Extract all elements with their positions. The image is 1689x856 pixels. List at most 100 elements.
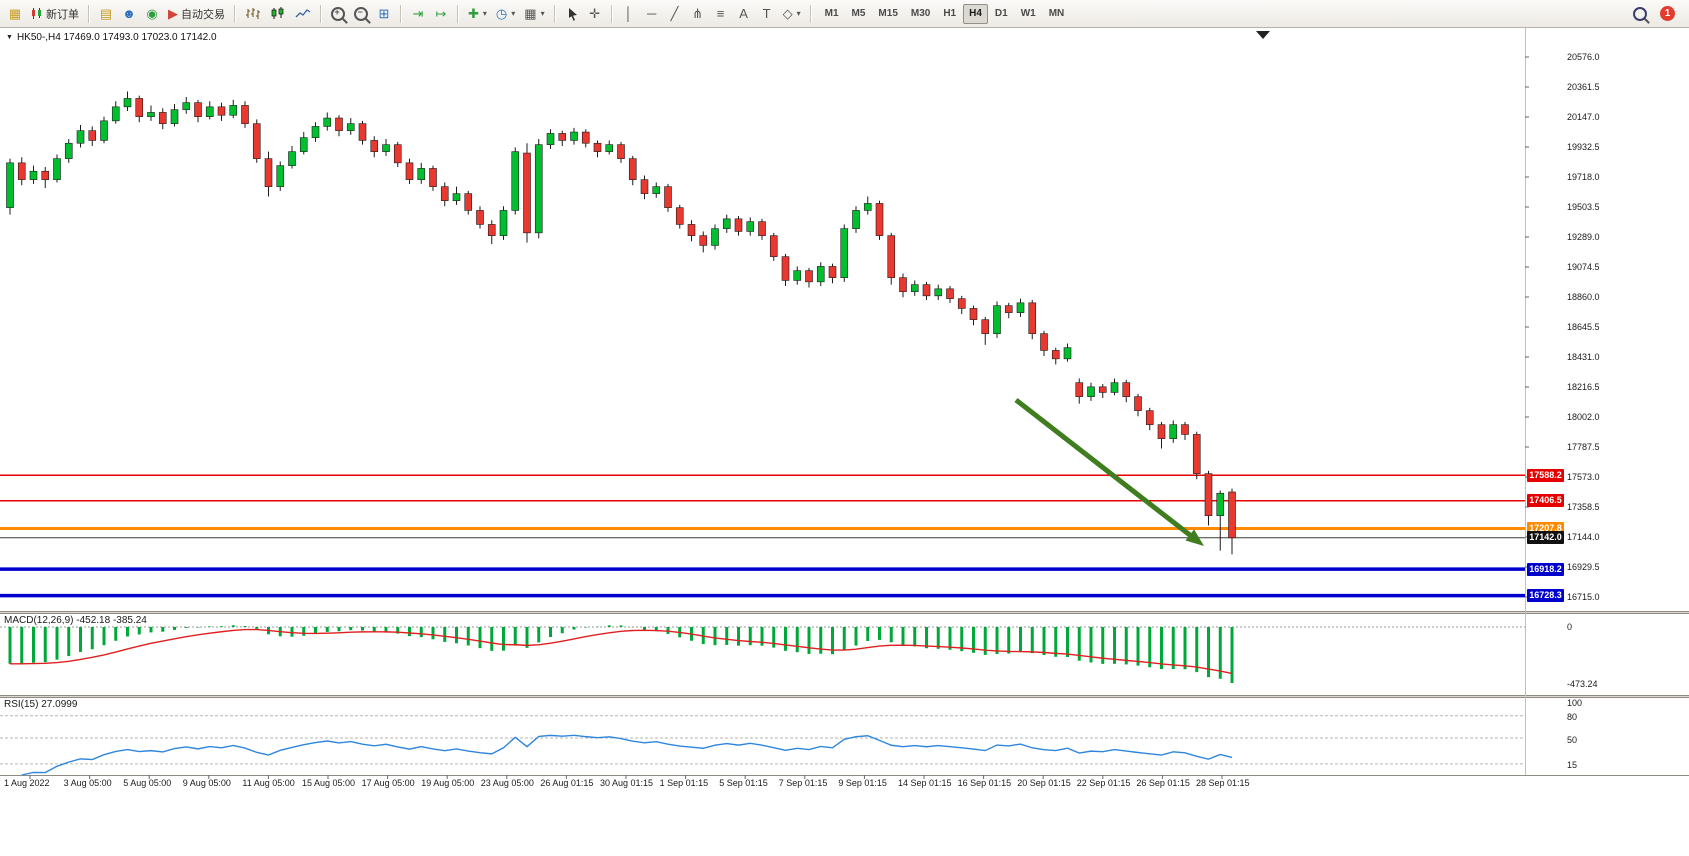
price-axis-label: 18860.0 (1567, 292, 1600, 302)
bar-chart-icon (246, 8, 260, 19)
profile-icon: ☻ (122, 6, 136, 21)
time-axis-label: 16 Sep 01:15 (957, 778, 1012, 788)
signal-button[interactable]: ◉ (141, 3, 163, 25)
bar-chart-button[interactable] (241, 3, 265, 25)
rsi-axis-label: 15 (1567, 760, 1578, 770)
zoom-in-button[interactable]: + (327, 3, 349, 25)
timeframe-button-m30[interactable]: M30 (905, 4, 936, 24)
price-axis-label: 17144.0 (1567, 532, 1600, 542)
price-line-tag: 17588.2 (1527, 468, 1564, 482)
zoom-out-button[interactable]: − (350, 3, 372, 25)
time-axis-label: 30 Aug 01:15 (600, 778, 654, 788)
search-icon (1633, 6, 1647, 21)
auto-scroll-button[interactable]: ⇥ (407, 3, 429, 25)
new-order-label: 新订单 (46, 8, 79, 21)
candle-chart-button[interactable] (266, 3, 290, 25)
text-icon: A (739, 6, 748, 21)
rsi-axis-label: 80 (1567, 712, 1578, 722)
shapes-button[interactable]: ◇ ▾ (779, 3, 805, 25)
autotrade-button[interactable]: ▶ 自动交易 (164, 3, 229, 25)
timeframe-button-mn[interactable]: MN (1043, 4, 1071, 24)
favorites-button[interactable]: ▤ (95, 3, 117, 25)
toolbar-separator (234, 4, 236, 23)
price-line-tag: 17142.0 (1527, 531, 1564, 545)
price-axis-label: 18216.5 (1567, 382, 1600, 392)
chart-symbol-ohlc: ▼ HK50-,H4 17469.0 17493.0 17023.0 17142… (6, 32, 217, 43)
price-axis[interactable]: 20576.0 20361.5 20147.0 19932.5 19718.0 19503… (1525, 28, 1689, 792)
crosshair-button[interactable]: ✛ (584, 3, 606, 25)
price-axis-label: 20361.5 (1567, 82, 1600, 92)
chevron-down-icon: ▾ (511, 9, 516, 18)
chart-shift-button[interactable]: ↦ (430, 3, 452, 25)
toolbar-separator (610, 4, 613, 23)
time-axis-label: 15 Aug 05:00 (302, 778, 356, 788)
horizontal-line-button[interactable]: ─ (641, 3, 663, 25)
price-axis-label: 17358.5 (1567, 502, 1600, 512)
cursor-icon (568, 7, 577, 21)
zoom-in-icon: + (331, 6, 345, 21)
timeframe-button-d1[interactable]: D1 (989, 4, 1014, 24)
shapes-icon: ◇ (782, 6, 793, 21)
chart-shift-icon: ↦ (435, 6, 447, 21)
price-axis-label: 17573.0 (1567, 472, 1600, 482)
text-label-button[interactable]: T (756, 3, 778, 25)
price-axis-label: 18431.0 (1567, 352, 1600, 362)
price-axis-label: 19932.5 (1567, 142, 1600, 152)
template-icon: ▦ (524, 6, 537, 21)
autotrade-icon: ▶ (168, 6, 178, 21)
tile-windows-button[interactable]: ⊞ (373, 3, 395, 25)
time-axis-label: 1 Sep 01:15 (659, 778, 709, 788)
channel-button[interactable]: ⋔ (687, 3, 709, 25)
autotrade-label: 自动交易 (181, 8, 225, 21)
notification-badge[interactable]: 1 (1660, 6, 1675, 21)
price-axis-label: 20576.0 (1567, 52, 1600, 62)
time-axis-label: 28 Sep 01:15 (1196, 778, 1250, 788)
time-axis[interactable]: 1 Aug 2022 3 Aug 05:00 5 Aug 05:00 9 Aug 05… (0, 776, 1689, 794)
time-axis-label: 11 Aug 05:00 (242, 778, 295, 788)
cursor-button[interactable] (561, 3, 583, 25)
timeframe-button-m1[interactable]: M1 (819, 4, 845, 24)
profile-button[interactable]: ☻ (118, 3, 140, 25)
periods-button[interactable]: ◷ ▾ (492, 3, 519, 25)
new-order-button[interactable]: 新订单 (27, 3, 83, 25)
clock-icon: ◷ (495, 6, 508, 21)
toolbar-separator (457, 4, 459, 23)
templates-button[interactable]: ▦ ▾ (520, 3, 548, 25)
trendline-button[interactable]: ╱ (664, 3, 686, 25)
candle-chart-icon (271, 7, 284, 19)
search-button[interactable] (1629, 3, 1651, 25)
timeframe-button-w1[interactable]: W1 (1015, 4, 1042, 24)
price-chart-canvas[interactable] (0, 28, 1689, 792)
line-chart-button[interactable] (291, 3, 315, 25)
symbol-ohlc-text: HK50-,H4 17469.0 17493.0 17023.0 17142.0 (16, 32, 217, 43)
favorites-icon: ▤ (99, 6, 113, 21)
time-axis-label: 26 Sep 01:15 (1136, 778, 1190, 788)
price-axis-label: 19074.5 (1567, 262, 1600, 272)
timeframe-button-m15[interactable]: M15 (872, 4, 903, 24)
time-axis-label: 5 Aug 05:00 (123, 778, 172, 788)
timeframe-button-h1[interactable]: H1 (937, 4, 962, 24)
chevron-down-icon: ▾ (796, 9, 801, 18)
time-axis-label: 26 Aug 01:15 (540, 778, 594, 788)
auto-scroll-icon: ⇥ (412, 6, 424, 21)
macd-axis-label: -473.24 (1567, 679, 1598, 689)
time-axis-label: 3 Aug 05:00 (63, 778, 112, 788)
indicators-button[interactable]: ✚ ▾ (464, 3, 491, 25)
trendline-icon: ╱ (670, 6, 679, 21)
time-axis-label: 17 Aug 05:00 (361, 778, 415, 788)
vertical-line-button[interactable]: │ (618, 3, 640, 25)
timeframe-button-m5[interactable]: M5 (846, 4, 872, 24)
toolbar-separator (553, 4, 556, 23)
text-label-icon: T (762, 6, 771, 21)
fibonacci-button[interactable]: ≡ (710, 3, 732, 25)
time-axis-label: 19 Aug 05:00 (421, 778, 475, 788)
toolbar-separator (320, 4, 322, 23)
fibonacci-icon: ≡ (716, 6, 725, 21)
crosshair-icon: ✛ (589, 6, 601, 21)
timeframe-button-h4[interactable]: H4 (963, 3, 988, 24)
horizontal-line-icon: ─ (646, 6, 657, 21)
text-button[interactable]: A (733, 3, 755, 25)
new-chart-button[interactable]: ▦ (4, 3, 26, 25)
new-order-icon (32, 7, 41, 19)
